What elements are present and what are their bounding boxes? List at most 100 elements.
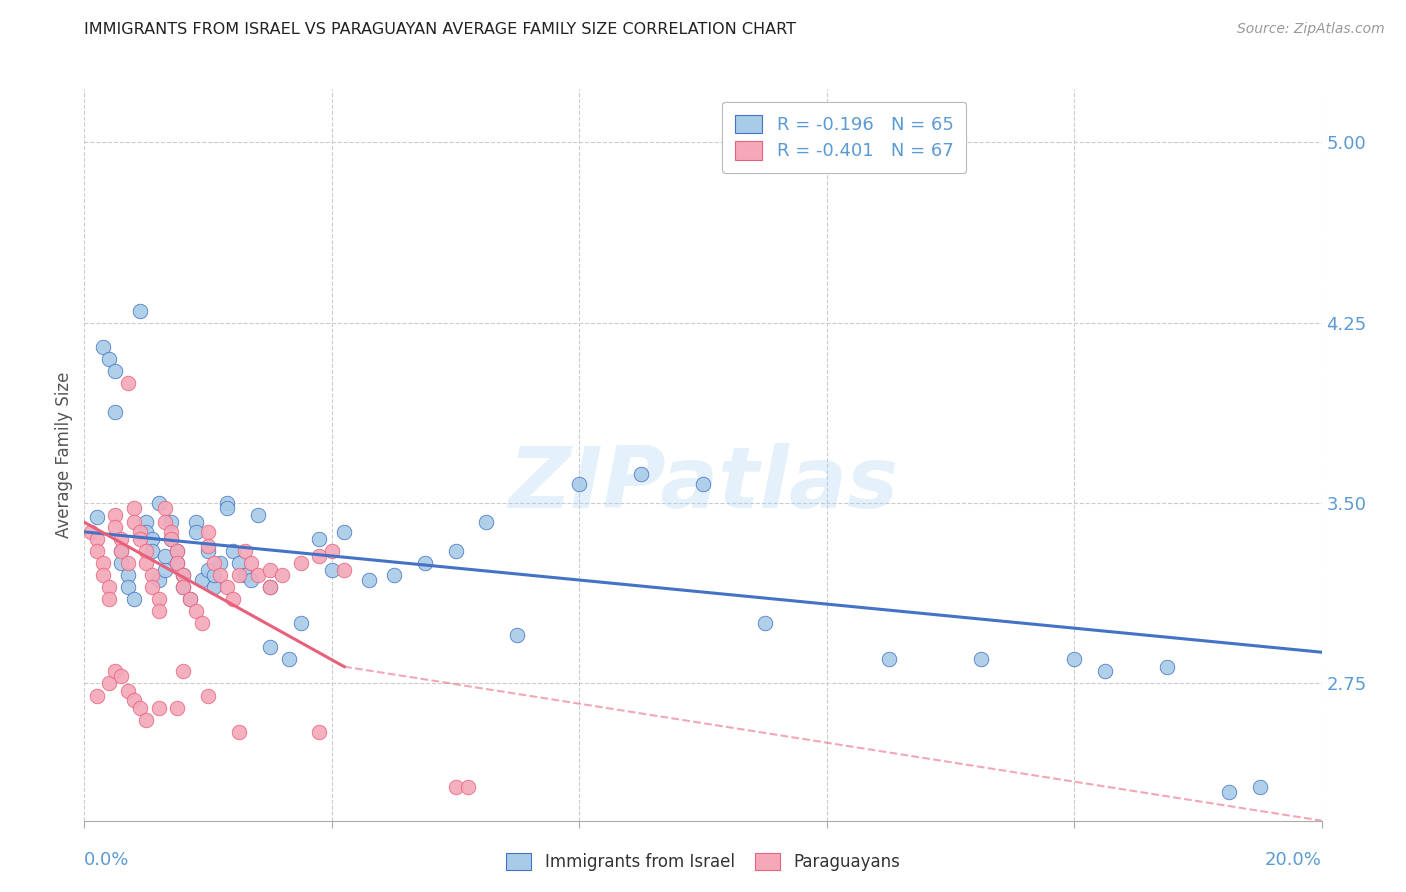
- Point: [754, 616, 776, 631]
- Point: [357, 573, 380, 587]
- Point: [117, 556, 139, 570]
- Point: [382, 568, 405, 582]
- Point: [215, 500, 238, 515]
- Point: [160, 532, 183, 546]
- Point: [184, 524, 207, 539]
- Point: [215, 580, 238, 594]
- Legend: R = -0.196   N = 65, R = -0.401   N = 67: R = -0.196 N = 65, R = -0.401 N = 67: [723, 102, 966, 173]
- Text: Source: ZipAtlas.com: Source: ZipAtlas.com: [1237, 22, 1385, 37]
- Point: [630, 467, 652, 482]
- Point: [259, 580, 281, 594]
- Point: [160, 532, 183, 546]
- Point: [98, 592, 121, 607]
- Point: [91, 556, 114, 570]
- Point: [321, 563, 343, 577]
- Point: [172, 665, 194, 679]
- Point: [457, 780, 479, 794]
- Point: [148, 573, 170, 587]
- Point: [209, 556, 232, 570]
- Point: [333, 524, 356, 539]
- Point: [228, 568, 250, 582]
- Point: [135, 556, 157, 570]
- Point: [233, 544, 256, 558]
- Point: [246, 508, 269, 522]
- Point: [179, 592, 201, 607]
- Point: [197, 539, 219, 553]
- Legend: Immigrants from Israel, Paraguayans: Immigrants from Israel, Paraguayans: [498, 845, 908, 880]
- Point: [148, 700, 170, 714]
- Point: [135, 516, 157, 530]
- Y-axis label: Average Family Size: Average Family Size: [55, 372, 73, 538]
- Point: [290, 616, 312, 631]
- Text: 0.0%: 0.0%: [84, 851, 129, 869]
- Point: [91, 340, 114, 354]
- Point: [877, 652, 900, 666]
- Point: [184, 604, 207, 618]
- Point: [321, 544, 343, 558]
- Point: [308, 724, 330, 739]
- Point: [970, 652, 993, 666]
- Point: [122, 516, 145, 530]
- Point: [197, 544, 219, 558]
- Point: [246, 568, 269, 582]
- Text: 20.0%: 20.0%: [1265, 851, 1322, 869]
- Point: [228, 556, 250, 570]
- Point: [110, 669, 132, 683]
- Point: [117, 568, 139, 582]
- Point: [110, 556, 132, 570]
- Point: [259, 640, 281, 655]
- Point: [104, 520, 127, 534]
- Point: [277, 652, 299, 666]
- Point: [475, 516, 498, 530]
- Point: [506, 628, 529, 642]
- Point: [135, 713, 157, 727]
- Point: [222, 544, 245, 558]
- Point: [104, 404, 127, 418]
- Point: [110, 544, 132, 558]
- Point: [166, 556, 188, 570]
- Point: [104, 364, 127, 378]
- Point: [172, 580, 194, 594]
- Point: [191, 573, 214, 587]
- Point: [86, 510, 108, 524]
- Point: [104, 665, 127, 679]
- Point: [1063, 652, 1085, 666]
- Point: [129, 700, 152, 714]
- Text: IMMIGRANTS FROM ISRAEL VS PARAGUAYAN AVERAGE FAMILY SIZE CORRELATION CHART: IMMIGRANTS FROM ISRAEL VS PARAGUAYAN AVE…: [84, 22, 796, 37]
- Point: [110, 544, 132, 558]
- Point: [98, 676, 121, 690]
- Point: [197, 563, 219, 577]
- Point: [135, 524, 157, 539]
- Point: [129, 532, 152, 546]
- Point: [172, 568, 194, 582]
- Point: [91, 568, 114, 582]
- Point: [98, 351, 121, 366]
- Point: [141, 532, 163, 546]
- Point: [209, 568, 232, 582]
- Point: [98, 580, 121, 594]
- Point: [166, 544, 188, 558]
- Point: [86, 544, 108, 558]
- Point: [202, 568, 225, 582]
- Point: [86, 532, 108, 546]
- Point: [1249, 780, 1271, 794]
- Point: [568, 476, 591, 491]
- Point: [122, 693, 145, 707]
- Point: [191, 616, 214, 631]
- Point: [259, 563, 281, 577]
- Point: [1218, 785, 1240, 799]
- Point: [148, 592, 170, 607]
- Point: [308, 532, 330, 546]
- Point: [79, 524, 101, 539]
- Point: [110, 532, 132, 546]
- Point: [122, 592, 145, 607]
- Point: [413, 556, 436, 570]
- Point: [1156, 659, 1178, 673]
- Point: [153, 549, 176, 563]
- Point: [117, 580, 139, 594]
- Point: [166, 544, 188, 558]
- Point: [179, 592, 201, 607]
- Point: [153, 563, 176, 577]
- Point: [166, 700, 188, 714]
- Point: [271, 568, 294, 582]
